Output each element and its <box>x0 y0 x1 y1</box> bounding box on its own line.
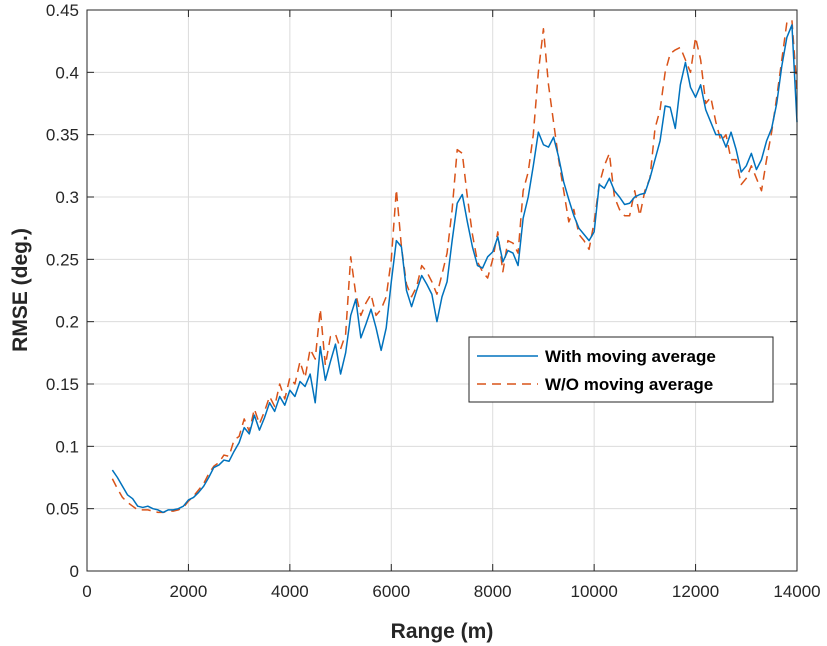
y-tick-label: 0.1 <box>55 437 79 456</box>
x-axis-label: Range (m) <box>391 620 494 643</box>
x-tick-label: 6000 <box>372 582 410 601</box>
y-tick-label: 0.15 <box>46 375 79 394</box>
axis-ticks <box>86 9 798 572</box>
y-tick-label: 0 <box>70 562 79 581</box>
x-tick-label: 10000 <box>571 582 618 601</box>
y-tick-label: 0.4 <box>55 63 79 82</box>
y-tick-labels: 0 0.05 0.1 0.15 0.2 0.25 0.3 0.35 0.4 0.45 <box>46 1 79 581</box>
x-tick-label: 4000 <box>271 582 309 601</box>
legend-label-with-moving-average: With moving average <box>545 347 716 366</box>
x-tick-label: 14000 <box>773 582 820 601</box>
x-tick-label: 0 <box>82 582 91 601</box>
legend-box <box>468 336 774 403</box>
legend-label-without-moving-average: W/O moving average <box>545 375 713 394</box>
y-tick-label: 0.05 <box>46 500 79 519</box>
y-tick-label: 0.3 <box>55 188 79 207</box>
y-tick-label: 0.45 <box>46 1 79 20</box>
series-line-with-moving-average <box>111 24 798 514</box>
series-layer <box>111 19 798 514</box>
x-tick-label: 12000 <box>672 582 719 601</box>
y-tick-label: 0.25 <box>46 250 79 269</box>
plot-area-background <box>87 10 797 571</box>
x-tick-labels: 0 2000 4000 6000 8000 10000 12000 14000 <box>82 582 820 601</box>
y-tick-label: 0.2 <box>55 313 79 332</box>
legend: With moving average W/O moving average <box>468 336 774 403</box>
y-tick-label: 0.35 <box>46 126 79 145</box>
plot-frame <box>86 9 798 572</box>
x-tick-label: 2000 <box>170 582 208 601</box>
series-line-without-moving-average <box>111 19 798 514</box>
x-tick-label: 8000 <box>474 582 512 601</box>
y-axis-label: RMSE (deg.) <box>9 228 32 352</box>
